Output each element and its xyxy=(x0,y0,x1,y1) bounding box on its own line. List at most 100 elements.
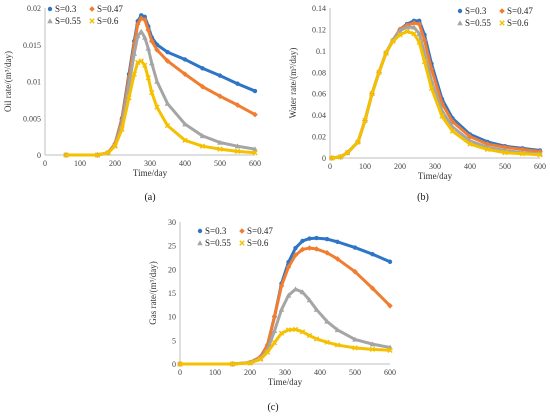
data-point xyxy=(278,330,285,336)
legend-label: S=0.55 xyxy=(55,16,81,26)
data-point xyxy=(182,121,188,127)
y-axis-label: Oil rate/(m³/day) xyxy=(3,51,13,112)
data-point xyxy=(334,342,341,348)
data-point xyxy=(369,341,376,347)
x-axis-label: Time/day xyxy=(133,168,168,178)
data-point xyxy=(105,150,111,156)
data-point xyxy=(404,24,410,30)
data-point xyxy=(324,318,330,324)
x-tick-label: 0 xyxy=(43,159,47,168)
series-S=0.55 xyxy=(328,24,543,161)
y-tick-label: 20 xyxy=(168,265,176,274)
data-point xyxy=(439,113,445,119)
x-tick-label: 300 xyxy=(144,159,156,168)
x-tick-label: 600 xyxy=(534,162,546,171)
data-point xyxy=(404,28,410,35)
data-point xyxy=(416,30,423,36)
data-point xyxy=(411,31,417,37)
data-point xyxy=(390,38,396,44)
data-point xyxy=(300,238,305,244)
series-line xyxy=(178,327,392,366)
x-tick-label: 400 xyxy=(179,159,191,168)
panel-caption: (b) xyxy=(417,192,429,203)
data-point xyxy=(149,89,155,96)
data-point xyxy=(217,139,223,145)
y-tick-label: 30 xyxy=(168,218,176,227)
data-point xyxy=(278,306,285,312)
data-point xyxy=(131,71,137,77)
x-tick-label: 500 xyxy=(499,162,511,171)
data-point xyxy=(306,297,313,303)
data-point xyxy=(467,133,473,140)
data-point xyxy=(252,88,258,94)
legend-marker xyxy=(197,240,203,246)
data-point xyxy=(355,139,361,145)
series-line xyxy=(330,25,542,160)
data-point xyxy=(182,137,188,143)
y-tick-label: 15 xyxy=(168,289,176,298)
data-point xyxy=(484,146,491,153)
data-point xyxy=(292,326,299,333)
data-point xyxy=(145,27,152,33)
data-point xyxy=(314,235,319,241)
data-point xyxy=(387,347,393,353)
series-S=0.6 xyxy=(177,326,393,367)
data-point xyxy=(292,252,299,258)
data-point xyxy=(94,152,101,158)
y-tick-label: 0.12 xyxy=(312,25,326,34)
data-point xyxy=(285,327,292,333)
data-point xyxy=(126,94,132,101)
data-point xyxy=(334,327,341,333)
legend-label: S=0.6 xyxy=(247,238,269,248)
legend-marker xyxy=(499,8,505,14)
data-point xyxy=(299,329,306,335)
legend-label: S=0.47 xyxy=(247,226,273,236)
data-point xyxy=(421,37,428,43)
chart-c: 0 100 200 300 400 500 600 0 5 10 15 20 25 30 Time/day G… xyxy=(148,218,396,413)
data-point xyxy=(134,33,141,39)
data-point xyxy=(370,251,375,257)
y-tick-label: 0.04 xyxy=(312,111,326,120)
x-tick-label: 100 xyxy=(359,162,371,171)
y-tick-label: 0.1 xyxy=(316,47,326,56)
data-point xyxy=(285,264,292,270)
series-line xyxy=(178,246,392,366)
data-point xyxy=(417,18,422,24)
data-point xyxy=(247,360,253,366)
y-tick-label: 0.01 xyxy=(27,78,41,87)
y-tick-label: 5 xyxy=(172,336,176,345)
data-point xyxy=(154,78,160,84)
data-point xyxy=(148,60,155,66)
y-tick-label: 0 xyxy=(322,154,326,163)
data-point xyxy=(264,349,271,355)
data-point xyxy=(199,133,206,139)
data-point xyxy=(306,245,313,251)
data-point xyxy=(148,38,155,44)
data-point xyxy=(292,286,299,292)
data-point xyxy=(428,85,435,92)
data-point xyxy=(234,143,241,149)
data-point xyxy=(278,283,285,289)
series-line xyxy=(64,13,257,157)
legend-label: S=0.6 xyxy=(507,18,529,28)
data-point xyxy=(329,155,335,161)
data-point xyxy=(252,150,258,156)
data-point xyxy=(383,50,389,56)
data-point xyxy=(397,32,403,38)
x-axis-label: Time/day xyxy=(418,171,453,181)
series-line xyxy=(64,59,257,157)
y-tick-label: 0.02 xyxy=(312,133,326,142)
data-point xyxy=(519,146,526,153)
data-point xyxy=(199,83,206,90)
data-point xyxy=(63,152,69,158)
data-point xyxy=(141,16,148,23)
legend-label: S=0.3 xyxy=(55,4,77,14)
data-point xyxy=(145,45,152,51)
data-point xyxy=(293,245,298,251)
data-point xyxy=(154,104,160,110)
legend-marker xyxy=(499,20,505,26)
data-point xyxy=(344,149,351,156)
data-point xyxy=(138,58,144,64)
y-tick-label: 25 xyxy=(168,242,176,251)
